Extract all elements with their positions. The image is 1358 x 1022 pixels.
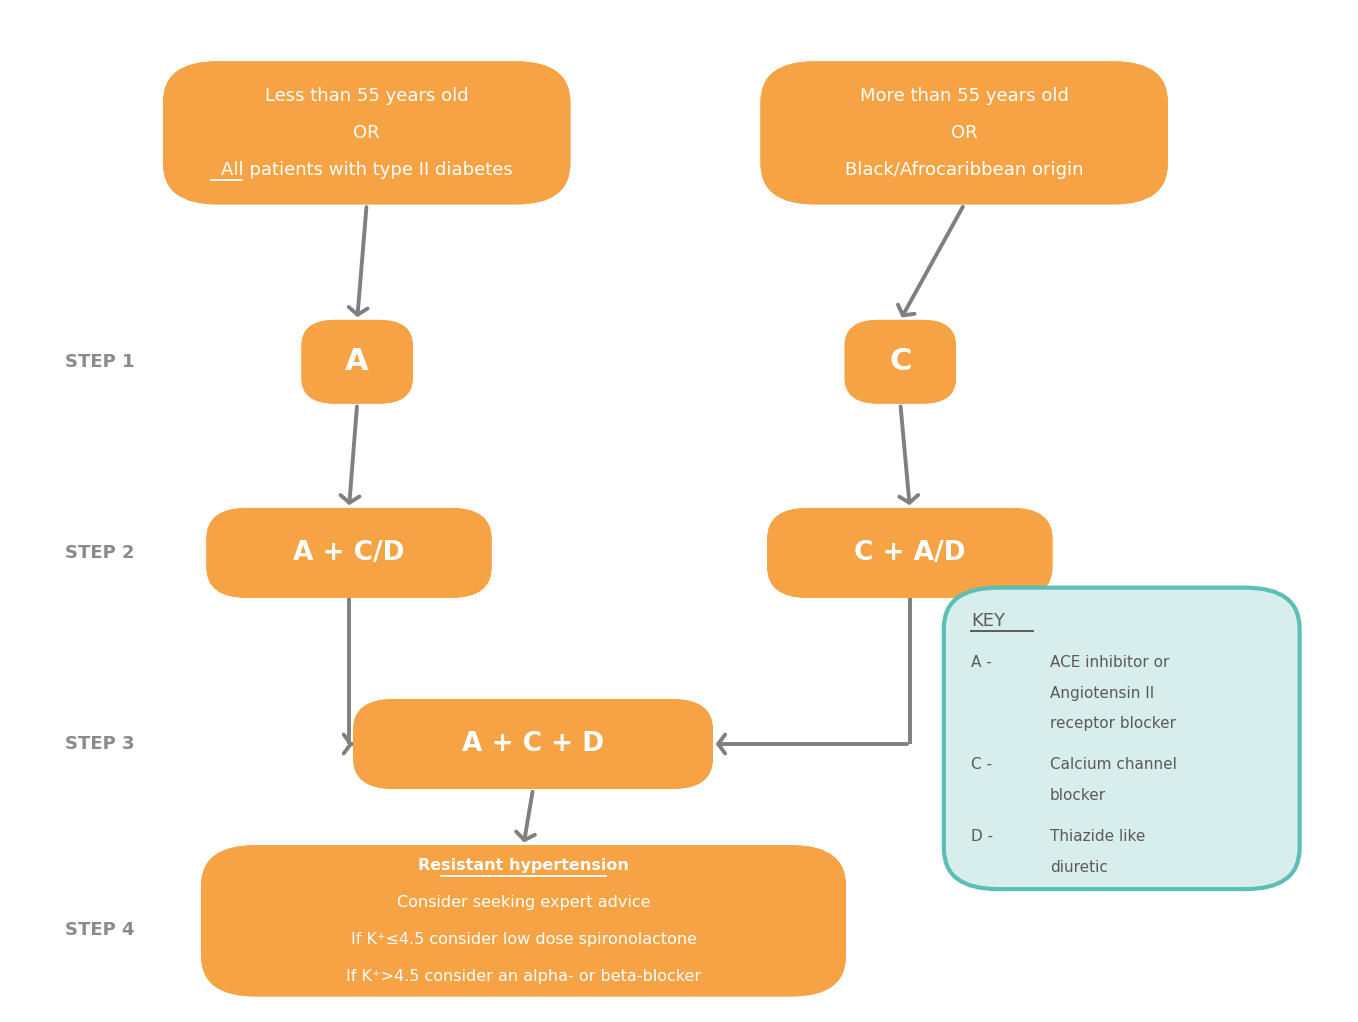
Text: STEP 4: STEP 4: [65, 921, 134, 939]
FancyBboxPatch shape: [944, 588, 1300, 889]
Text: A: A: [345, 347, 369, 376]
FancyBboxPatch shape: [845, 320, 956, 404]
Text: Black/Afrocaribbean origin: Black/Afrocaribbean origin: [845, 160, 1084, 179]
Text: receptor blocker: receptor blocker: [1050, 716, 1176, 732]
Text: C: C: [889, 347, 911, 376]
FancyBboxPatch shape: [767, 508, 1052, 598]
Text: Angiotensin II: Angiotensin II: [1050, 686, 1154, 701]
FancyBboxPatch shape: [353, 699, 713, 789]
FancyBboxPatch shape: [845, 320, 956, 404]
Text: More than 55 years old: More than 55 years old: [860, 87, 1069, 105]
Text: ACE inhibitor or: ACE inhibitor or: [1050, 655, 1169, 670]
FancyBboxPatch shape: [767, 508, 1052, 598]
Text: OR: OR: [951, 124, 978, 142]
Text: Calcium channel: Calcium channel: [1050, 757, 1176, 773]
Text: Consider seeking expert advice: Consider seeking expert advice: [397, 895, 650, 910]
Text: Less than 55 years old: Less than 55 years old: [265, 87, 469, 105]
FancyBboxPatch shape: [163, 61, 570, 204]
Text: A + C + D: A + C + D: [462, 731, 604, 757]
Text: diuretic: diuretic: [1050, 860, 1108, 875]
FancyBboxPatch shape: [301, 320, 413, 404]
Text: C + A/D: C + A/D: [854, 540, 966, 566]
FancyBboxPatch shape: [206, 508, 492, 598]
Text: A -: A -: [971, 655, 991, 670]
FancyBboxPatch shape: [353, 699, 713, 789]
FancyBboxPatch shape: [301, 320, 413, 404]
Text: STEP 2: STEP 2: [65, 544, 134, 562]
Text: Resistant hypertension: Resistant hypertension: [418, 858, 629, 873]
Text: STEP 3: STEP 3: [65, 735, 134, 753]
Text: D -: D -: [971, 829, 993, 844]
Text: KEY: KEY: [971, 612, 1005, 631]
FancyBboxPatch shape: [206, 508, 492, 598]
Text: If K⁺>4.5 consider an alpha- or beta-blocker: If K⁺>4.5 consider an alpha- or beta-blo…: [346, 969, 701, 983]
Text: blocker: blocker: [1050, 788, 1105, 803]
Text: OR: OR: [353, 124, 380, 142]
Text: All patients with type II diabetes: All patients with type II diabetes: [221, 160, 512, 179]
Text: Thiazide like: Thiazide like: [1050, 829, 1145, 844]
FancyBboxPatch shape: [760, 61, 1168, 204]
Text: STEP 1: STEP 1: [65, 353, 134, 371]
FancyBboxPatch shape: [201, 845, 846, 996]
Text: If K⁺≤4.5 consider low dose spironolactone: If K⁺≤4.5 consider low dose spironolacto…: [350, 932, 697, 946]
Text: C -: C -: [971, 757, 991, 773]
FancyBboxPatch shape: [760, 61, 1168, 204]
FancyBboxPatch shape: [163, 61, 570, 204]
Text: A + C/D: A + C/D: [293, 540, 405, 566]
FancyBboxPatch shape: [201, 845, 846, 996]
